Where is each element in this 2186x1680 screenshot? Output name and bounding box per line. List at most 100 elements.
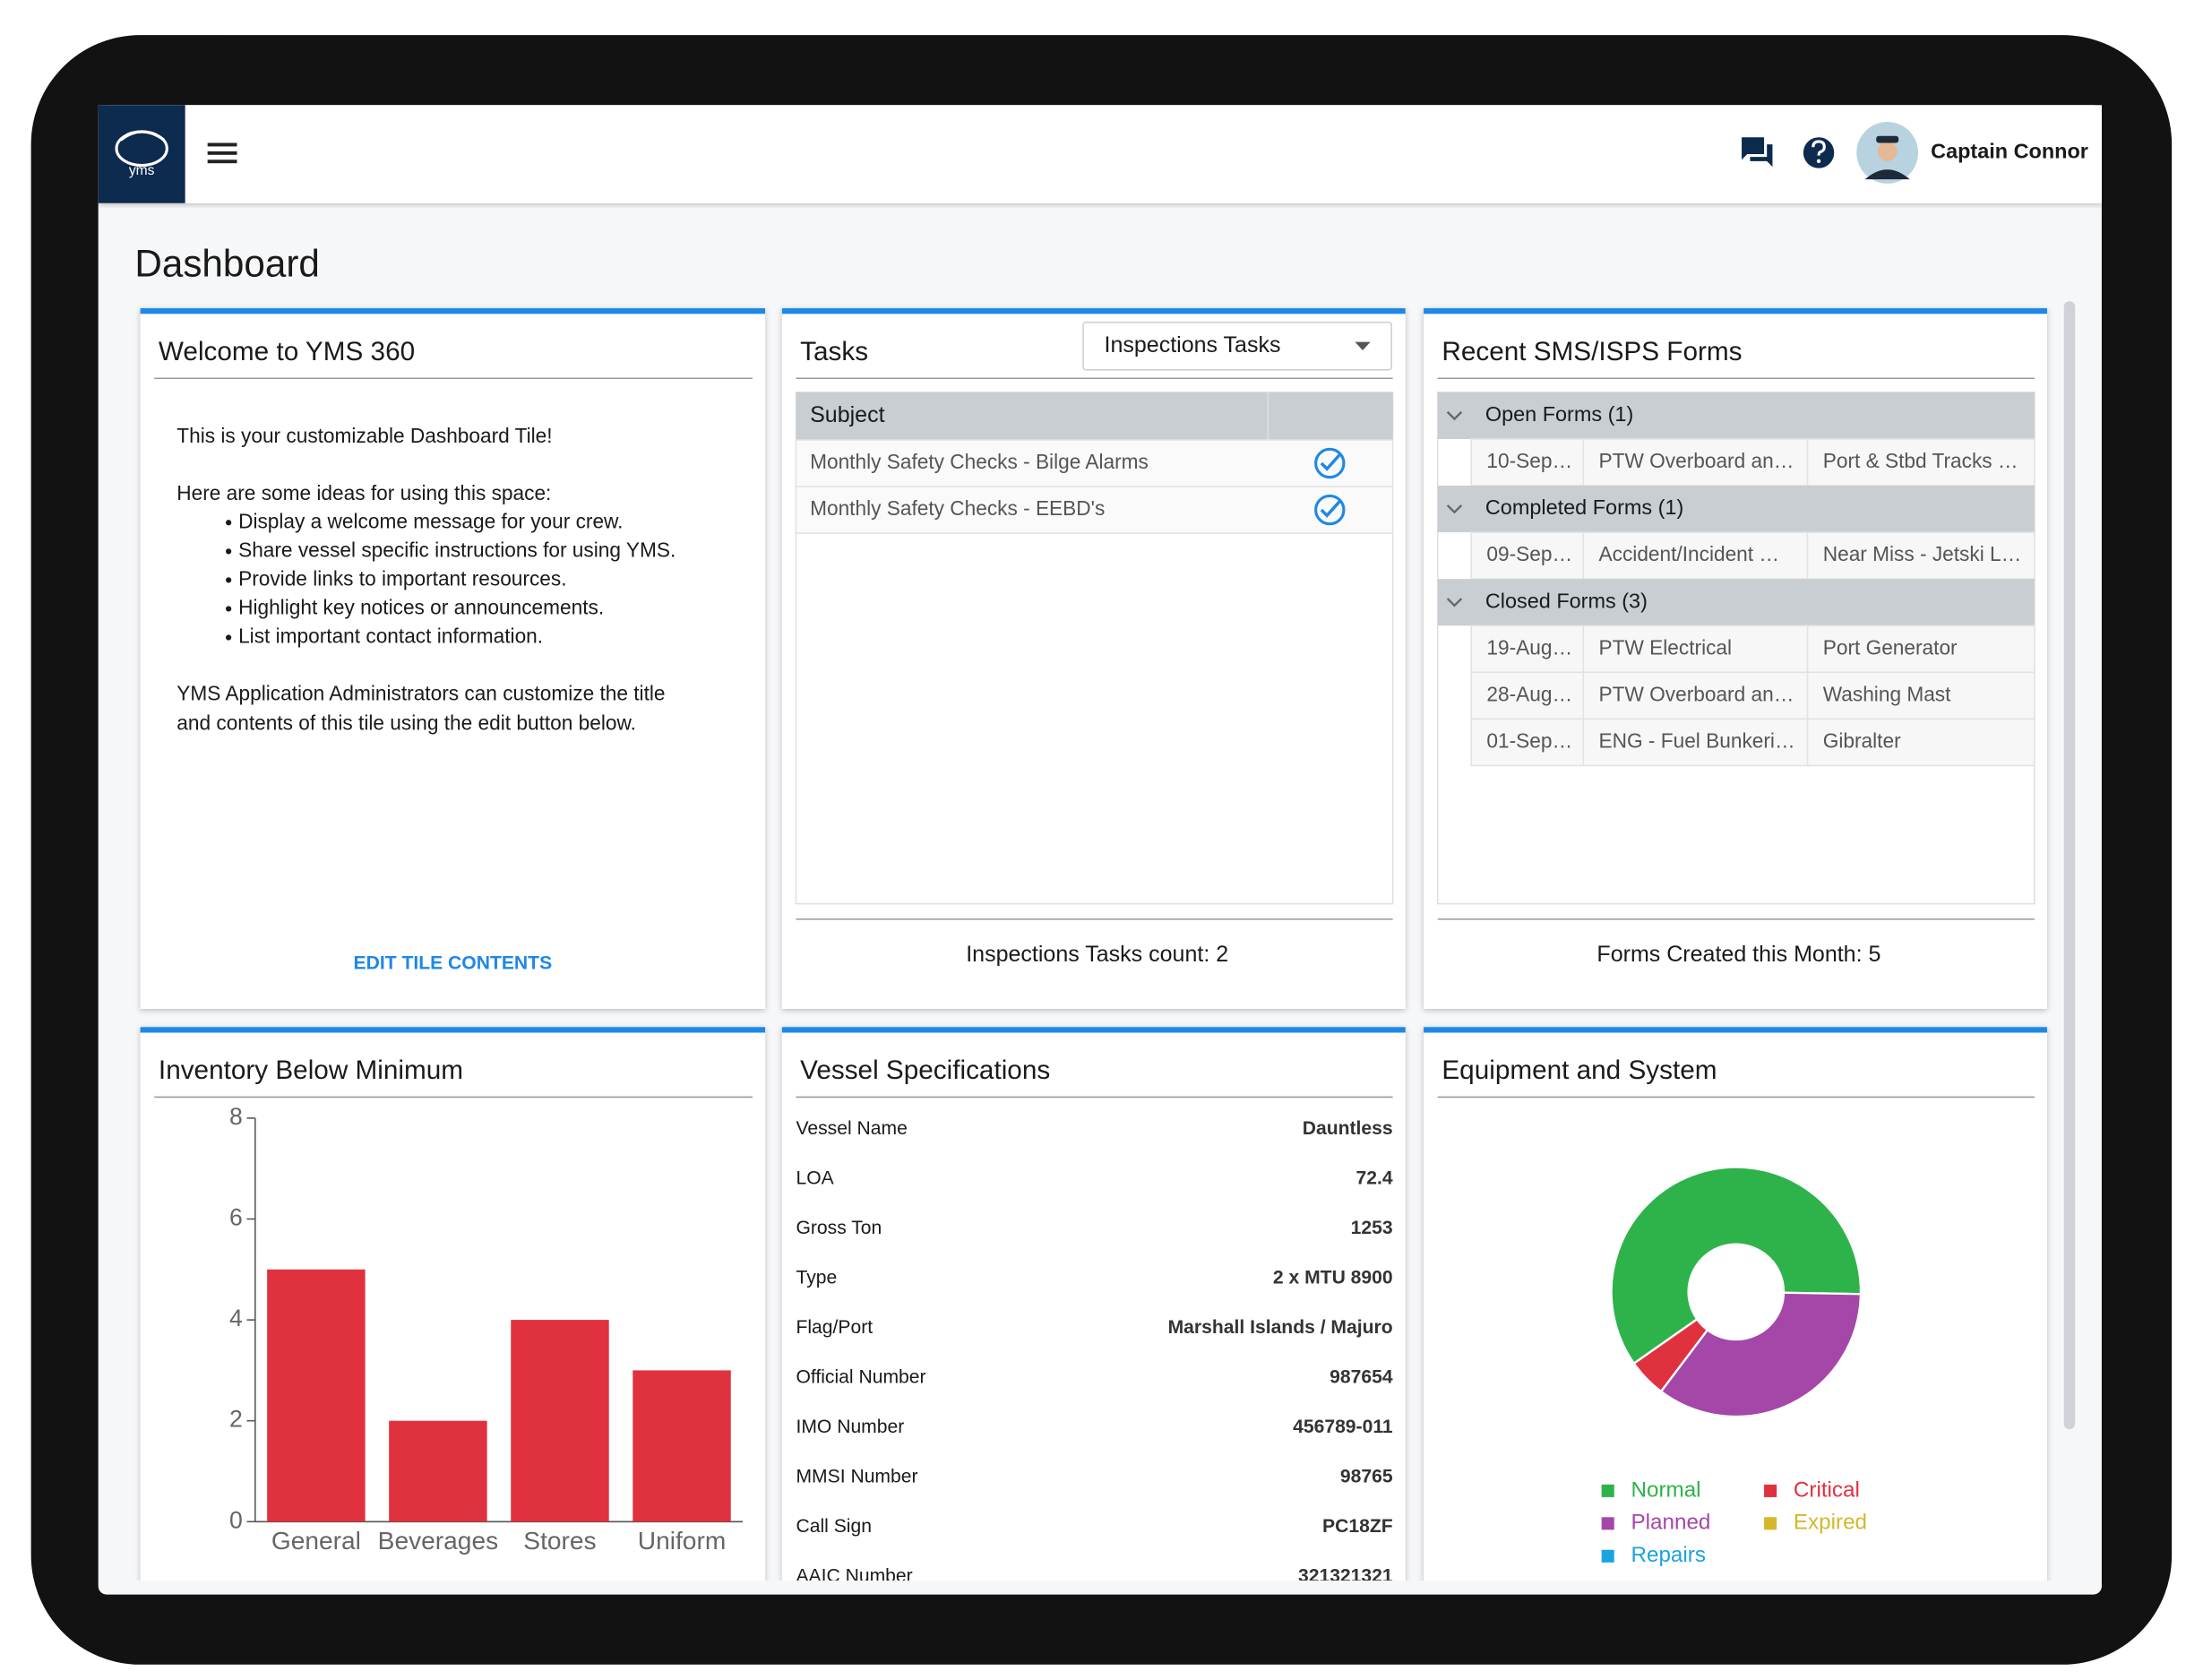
tile-accent <box>1424 308 2047 314</box>
form-row[interactable] <box>1470 625 2035 674</box>
form-cell: ENG - Fuel Bunkeri… <box>1599 728 1795 752</box>
form-cell: Near Miss - Jetski L… <box>1823 542 2022 565</box>
dropdown-caret <box>1355 341 1371 350</box>
form-row[interactable] <box>1470 718 2035 767</box>
spec-value: 456789-011 <box>1293 1417 1393 1437</box>
check-mark <box>1320 500 1341 518</box>
group-chevron <box>1446 410 1463 421</box>
dropdown[interactable] <box>1082 321 1392 371</box>
form-cell: 09-Sep… <box>1486 542 1572 565</box>
form-cell: PTW Overboard an… <box>1599 449 1794 472</box>
welcome-idea: Provide links to important resources. <box>238 566 566 590</box>
check-icon <box>1314 494 1346 526</box>
tile-title: Vessel Specifications <box>800 1055 1050 1085</box>
tile-title: Welcome to YMS 360 <box>159 337 415 366</box>
tile-accent <box>781 308 1406 314</box>
form-cell: Gibralter <box>1823 728 1901 752</box>
header: yms Captain Connor <box>98 105 2102 203</box>
legend-label: Planned <box>1631 1511 1711 1535</box>
welcome-heading: Here are some ideas for using this space… <box>176 481 551 504</box>
page-title: Dashboard <box>134 242 320 284</box>
menu-button[interactable] <box>207 142 237 164</box>
legend-label: Critical <box>1794 1478 1860 1502</box>
bar <box>633 1370 731 1522</box>
tile <box>1424 1027 2047 1581</box>
forms-footer: Forms Created this Month: 5 <box>1596 942 1880 967</box>
spec-label: Gross Ton <box>796 1218 882 1238</box>
help-button[interactable] <box>1803 137 1835 168</box>
avatar[interactable] <box>1856 122 1919 184</box>
welcome-idea: List important contact information. <box>238 625 543 648</box>
bar <box>511 1320 609 1522</box>
tile-accent <box>140 1027 766 1033</box>
logo[interactable] <box>98 105 185 203</box>
spec-value: Marshall Islands / Majuro <box>1168 1317 1393 1338</box>
spec-value: 987654 <box>1330 1367 1393 1388</box>
donut-slice <box>1610 1166 1863 1366</box>
form-cell: Port & Stbd Tracks … <box>1823 449 2018 472</box>
help-dot <box>1816 159 1821 164</box>
form-row[interactable] <box>1470 671 2035 720</box>
edit-button[interactable]: EDIT TILE CONTENTS <box>354 952 553 973</box>
form-cell: PTW Electrical <box>1599 635 1733 659</box>
group-chevron <box>1446 504 1463 514</box>
welcome-idea: Display a welcome message for your crew. <box>238 509 623 532</box>
form-cell: 19-Aug… <box>1486 635 1572 659</box>
spec-value: Dauntless <box>1303 1118 1393 1139</box>
legend-swatch <box>1764 1517 1777 1530</box>
help-glyph <box>1812 140 1826 156</box>
form-cell: Accident/Incident … <box>1599 542 1780 565</box>
spec-label: Vessel Name <box>796 1118 907 1139</box>
group-row[interactable] <box>1437 486 2035 533</box>
group-name: Closed Forms (3) <box>1485 589 1648 612</box>
task-row[interactable] <box>795 486 1394 534</box>
tile <box>140 308 766 1009</box>
group-row[interactable] <box>1437 579 2035 626</box>
legend-label: Repairs <box>1631 1543 1706 1567</box>
tile-accent <box>1424 1027 2047 1033</box>
welcome-note: YMS Application Administrators can custo… <box>176 682 665 705</box>
chat-icon <box>1742 137 1765 160</box>
tile-title: Recent SMS/ISPS Forms <box>1442 337 1742 366</box>
form-cell: 10-Sep… <box>1486 449 1572 472</box>
tile <box>781 1027 1406 1581</box>
bullet <box>226 606 232 612</box>
check-icon <box>1314 447 1346 479</box>
form-row[interactable] <box>1470 531 2035 580</box>
donut-slice <box>1659 1291 1863 1418</box>
bar <box>389 1420 487 1522</box>
table-header <box>796 392 1393 441</box>
bullet <box>226 634 232 641</box>
avatar-cap <box>1876 135 1899 143</box>
check-mark <box>1320 453 1341 471</box>
y-tick-label: 0 <box>229 1506 243 1533</box>
spec-label: AAIC Number <box>796 1566 912 1587</box>
group-chevron <box>1446 598 1463 607</box>
spec-value: 1253 <box>1351 1218 1393 1238</box>
spec-value: 72.4 <box>1356 1168 1393 1189</box>
scrollbar[interactable] <box>2063 301 2076 1430</box>
group-row[interactable] <box>1437 392 2035 439</box>
x-tick-label: Beverages <box>378 1527 498 1555</box>
tile-title: Inventory Below Minimum <box>159 1055 463 1085</box>
menu-line <box>207 151 237 155</box>
tile-accent <box>140 308 766 314</box>
spec-label: IMO Number <box>796 1417 904 1437</box>
tile-title: Equipment and System <box>1442 1055 1717 1085</box>
y-tick-label: 8 <box>229 1103 243 1130</box>
welcome-intro: This is your customizable Dashboard Tile… <box>176 424 552 447</box>
task-subject: Monthly Safety Checks - EEBD's <box>810 496 1105 520</box>
legend-swatch <box>1764 1484 1777 1497</box>
legend-swatch <box>1601 1549 1614 1563</box>
spec-label: Call Sign <box>796 1516 871 1537</box>
spec-label: LOA <box>796 1168 834 1189</box>
y-tick-label: 2 <box>229 1406 243 1433</box>
spec-value: PC18ZF <box>1322 1516 1393 1537</box>
group-name: Completed Forms (1) <box>1485 495 1683 519</box>
user-name[interactable]: Captain Connor <box>1931 140 2088 163</box>
legend-swatch <box>1601 1517 1614 1530</box>
legend-label: Normal <box>1631 1478 1701 1502</box>
form-row[interactable] <box>1470 438 2035 487</box>
